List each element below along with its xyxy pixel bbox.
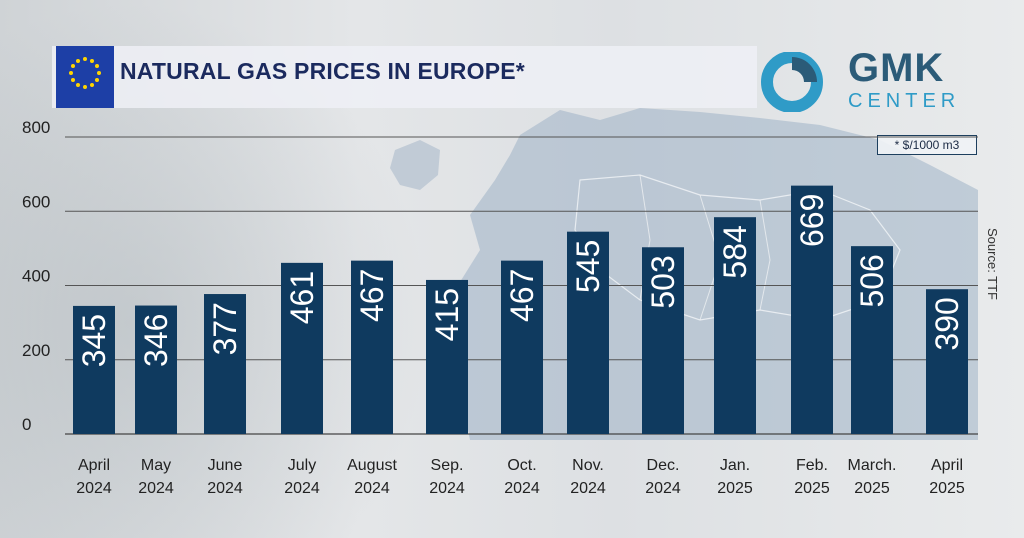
bar-value-label: 415	[429, 288, 465, 341]
y-tick-label: 600	[22, 192, 50, 211]
y-tick-label: 800	[22, 118, 50, 137]
gmk-logo-icon	[761, 52, 823, 112]
bar	[73, 305, 115, 434]
x-tick-label-month: Feb.	[796, 457, 828, 474]
bar	[567, 231, 609, 434]
bar	[851, 246, 893, 434]
bar-value-label: 503	[645, 255, 681, 308]
bar	[501, 260, 543, 434]
logo-text-main: GMK	[848, 46, 945, 90]
bar-value-label: 390	[929, 297, 965, 350]
bar-value-label: 584	[717, 225, 753, 278]
x-tick-label-year: 2024	[138, 480, 174, 497]
bar-value-label: 461	[284, 271, 320, 324]
bar-value-label: 669	[794, 194, 830, 247]
x-tick-label-year: 2025	[929, 480, 965, 497]
x-tick-label-month: April	[931, 457, 963, 474]
bar	[926, 289, 968, 434]
bar-value-label: 506	[854, 254, 890, 307]
bar-value-label: 467	[354, 269, 390, 322]
bar	[426, 279, 468, 434]
x-tick-label-year: 2024	[354, 480, 390, 497]
x-tick-label-year: 2025	[794, 480, 830, 497]
bar	[281, 262, 323, 434]
x-tick-label-month: June	[208, 457, 243, 474]
x-tick-label-month: August	[347, 457, 397, 474]
y-tick-label: 0	[22, 415, 31, 434]
source-label: Source: TTF	[985, 228, 1000, 301]
bar-value-label: 345	[76, 314, 112, 367]
x-tick-label-month: Nov.	[572, 457, 604, 474]
x-tick-label-month: Sep.	[431, 457, 464, 474]
x-tick-label-year: 2024	[429, 480, 465, 497]
x-tick-label-year: 2025	[717, 480, 753, 497]
chart-title: NATURAL GAS PRICES IN EUROPE*	[120, 58, 525, 84]
x-tick-label-month: March.	[848, 457, 897, 474]
logo-text-sub: CENTER	[848, 90, 961, 112]
x-tick-label-year: 2024	[570, 480, 606, 497]
x-tick-label-year: 2024	[645, 480, 681, 497]
x-tick-label-month: Oct.	[507, 457, 536, 474]
bar-value-label: 545	[570, 240, 606, 293]
bar	[642, 247, 684, 434]
eu-flag-icon	[56, 46, 114, 108]
x-tick-label-month: Dec.	[647, 457, 680, 474]
bar	[791, 185, 833, 434]
unit-note: * $/1000 m3	[877, 135, 977, 155]
bar	[714, 217, 756, 434]
bar	[351, 260, 393, 434]
y-tick-label: 400	[22, 267, 50, 286]
x-tick-label-month: July	[288, 457, 316, 474]
bar	[204, 294, 246, 434]
x-tick-label-month: May	[141, 457, 171, 474]
bar-value-label: 467	[504, 269, 540, 322]
y-tick-label: 200	[22, 341, 50, 360]
x-tick-label-month: Jan.	[720, 457, 750, 474]
x-tick-label-year: 2024	[207, 480, 243, 497]
x-tick-label-year: 2024	[76, 480, 112, 497]
x-tick-label-year: 2024	[284, 480, 320, 497]
x-tick-label-year: 2025	[854, 480, 890, 497]
x-tick-label-year: 2024	[504, 480, 540, 497]
bar-value-label: 346	[138, 314, 174, 367]
x-tick-label-month: April	[78, 457, 110, 474]
bar-value-label: 377	[207, 302, 243, 355]
title-band	[52, 46, 757, 108]
bar	[135, 305, 177, 434]
